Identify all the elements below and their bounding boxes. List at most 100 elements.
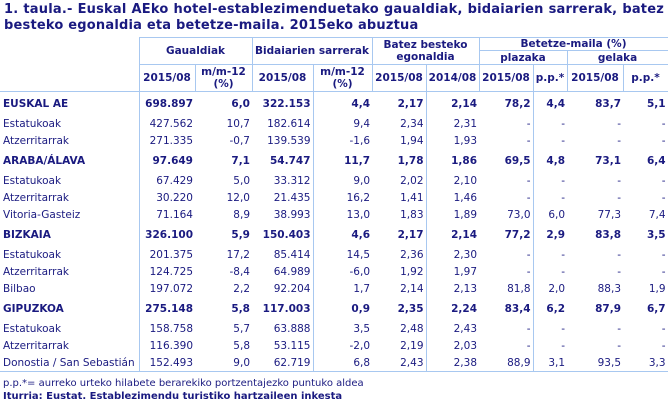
- cell: 2,43: [372, 354, 427, 372]
- row-label: EUSKAL AE: [0, 91, 140, 115]
- row-label: Estatukoak: [0, 320, 140, 337]
- cell: 14,5: [312, 246, 373, 263]
- cell: 117.003: [262, 302, 311, 315]
- cell: 1,9: [623, 280, 668, 297]
- cell: 5,9: [231, 228, 250, 241]
- cell: 6,7: [623, 297, 668, 320]
- cell: 6,8: [312, 354, 373, 372]
- table-row: Atzerritarrak 124.725 -8,4 64.989 -6,0 1,92 1,…: [0, 263, 668, 280]
- cell: 182.614: [267, 117, 311, 130]
- row-label: Atzerritarrak: [0, 132, 140, 149]
- cell: 1,41: [400, 191, 424, 204]
- cell: -: [532, 337, 568, 354]
- cell: 1,46: [425, 189, 480, 206]
- cell: 92.204: [273, 282, 311, 295]
- cell: -: [532, 189, 568, 206]
- cell: 30.220: [156, 191, 193, 204]
- cell: -: [526, 339, 531, 352]
- header-pp: p.p.*: [532, 64, 568, 92]
- cell: 150.403: [262, 228, 311, 241]
- table-row: Bilbao 197.072 2,2 92.204 1,7 2,14 2,13 81,8 2,0…: [0, 280, 668, 297]
- cell: 38.993: [273, 208, 311, 221]
- cell: 1,83: [400, 208, 424, 221]
- table-row: Estatukoak 158.758 5,7 63.888 3,5 2,48 2,43- - -…: [0, 320, 668, 337]
- cell: -: [623, 246, 668, 263]
- header-blank: [0, 37, 140, 92]
- cell: 11,7: [312, 149, 373, 172]
- row-label: BIZKAIA: [0, 223, 140, 246]
- row-label: Bilbao: [0, 280, 140, 297]
- footnote: p.p.*= aurreko urteko hilabete berarekik…: [3, 378, 364, 389]
- cell: -: [532, 115, 568, 132]
- cell: 0,9: [312, 297, 373, 320]
- cell: 13,0: [312, 206, 373, 223]
- cell: 77,3: [597, 208, 622, 221]
- cell: 3,3: [623, 354, 668, 372]
- cell: 64.989: [273, 265, 311, 278]
- cell: 139.539: [267, 134, 311, 147]
- table-row: Estatukoak 201.375 17,2 85.414 14,5 2,36 2,30 -…: [0, 246, 668, 263]
- cell: 2,02: [400, 174, 424, 187]
- cell: 5,0: [233, 174, 250, 187]
- cell: 73,1: [595, 154, 622, 167]
- cell: 2,2: [233, 282, 250, 295]
- cell: -: [617, 134, 622, 147]
- cell: 1,7: [312, 280, 373, 297]
- cell: 2,9: [532, 223, 568, 246]
- cell: 201.375: [149, 248, 193, 261]
- header-year: 2015/08: [478, 64, 534, 92]
- cell: -: [532, 132, 568, 149]
- cell: 54.747: [269, 154, 311, 167]
- cell: 1,94: [400, 134, 424, 147]
- cell: 12,0: [226, 191, 250, 204]
- header-year: 2015/08: [138, 64, 196, 92]
- cell: 9,0: [312, 172, 373, 189]
- header-mm12: m/m-12 (%): [194, 64, 253, 92]
- cell: 2,34: [400, 117, 424, 130]
- header-gelaka: gelaka: [566, 50, 668, 65]
- header-year: 2015/08: [251, 64, 314, 92]
- cell: 67.429: [156, 174, 193, 187]
- row-label: Estatukoak: [0, 115, 140, 132]
- cell: 427.562: [149, 117, 193, 130]
- cell: 2,31: [425, 115, 480, 132]
- cell: -: [623, 115, 668, 132]
- cell: -: [617, 191, 622, 204]
- cell: 2,0: [532, 280, 568, 297]
- cell: 6,0: [231, 97, 250, 110]
- cell: -: [617, 339, 622, 352]
- cell: 83,4: [504, 302, 531, 315]
- header-plazaka: plazaka: [478, 50, 568, 65]
- cell: 271.335: [149, 134, 193, 147]
- table-row: Estatukoak 427.562 10,7 182.614 9,4 2,34 2,31 -…: [0, 115, 668, 132]
- cell: -0,7: [229, 134, 251, 147]
- row-label: Atzerritarrak: [0, 337, 140, 354]
- cell: 1,78: [397, 154, 424, 167]
- row-label: Estatukoak: [0, 172, 140, 189]
- data-table: Gaualdiak Bidaiarien sarrerak Batez best…: [0, 37, 668, 372]
- cell: 33.312: [273, 174, 311, 187]
- cell: 5,8: [231, 302, 250, 315]
- table-row: Atzerritarrak 30.220 12,0 21.435 16,2 1,41 1,4…: [0, 189, 668, 206]
- cell: 6,0: [532, 206, 568, 223]
- table-row: GIPUZKOA 275.148 5,8 117.003 0,9 2,35 2,24 83,4…: [0, 297, 668, 320]
- cell: -: [532, 172, 568, 189]
- cell: 97.649: [152, 154, 193, 167]
- cell: 2,30: [425, 246, 480, 263]
- table-row: Atzerritarrak 271.335 -0,7 139.539 -1,6 1,94 1…: [0, 132, 668, 149]
- cell: 2,38: [425, 354, 480, 372]
- cell: -: [623, 132, 668, 149]
- cell: -: [623, 320, 668, 337]
- cell: 2,43: [425, 320, 480, 337]
- cell: 8,9: [233, 208, 250, 221]
- cell: 83,8: [595, 228, 622, 241]
- cell: 10,7: [226, 117, 250, 130]
- cell: 152.493: [139, 354, 195, 372]
- header-batez: Batez besteko egonaldia: [371, 37, 480, 65]
- row-label: GIPUZKOA: [0, 297, 140, 320]
- cell: 197.072: [149, 282, 193, 295]
- cell: 3,5: [623, 223, 668, 246]
- cell: 698.897: [145, 97, 193, 110]
- cell: 81,8: [507, 282, 531, 295]
- cell: -: [617, 117, 622, 130]
